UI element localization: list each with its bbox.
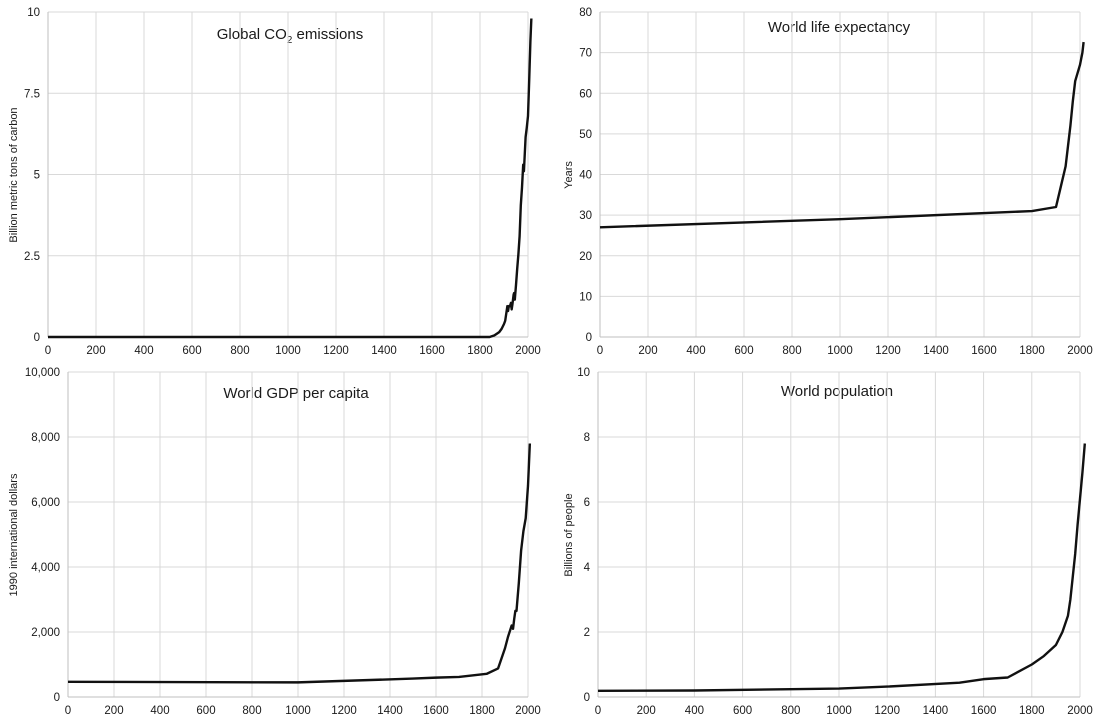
x-tick-label: 1800 bbox=[469, 705, 495, 717]
chart-title-life-expectancy: World life expectancy bbox=[768, 19, 911, 36]
y-tick-label: 30 bbox=[579, 210, 592, 222]
x-tick-label: 0 bbox=[595, 705, 601, 717]
y-tick-label: 20 bbox=[579, 251, 592, 263]
x-tick-label: 200 bbox=[638, 345, 657, 357]
x-tick-label: 200 bbox=[86, 345, 105, 357]
series-line-life-expectancy bbox=[599, 41, 1085, 229]
x-tick-label: 600 bbox=[196, 705, 215, 717]
x-tick-label: 1600 bbox=[419, 345, 445, 357]
y-axis-label-co2: Billion metric tons of carbon bbox=[8, 107, 20, 242]
series-line-gdp-per-capita bbox=[67, 443, 532, 684]
x-tick-label: 1400 bbox=[923, 705, 949, 717]
plot-area-population: 0 200 400 600 800 1000 1200 1400 1600 1800 2000 0 2 4… bbox=[577, 367, 1093, 717]
y-tick-label: 10,000 bbox=[25, 367, 60, 379]
plot-area-co2: 0 200 400 600 800 1000 1200 1400 1600 1800 2000 0 2.… bbox=[24, 7, 541, 357]
x-tick-label: 200 bbox=[104, 705, 123, 717]
y-axis-label-population: Billions of people bbox=[563, 493, 575, 576]
x-tick-label: 1400 bbox=[923, 345, 949, 357]
y-tick-label: 2.5 bbox=[24, 251, 40, 263]
x-tick-label: 1200 bbox=[323, 345, 349, 357]
y-tick-label: 0 bbox=[34, 332, 40, 344]
y-tick-label: 70 bbox=[579, 48, 592, 60]
x-tick-label: 200 bbox=[637, 705, 656, 717]
x-tick-label: 1600 bbox=[971, 705, 997, 717]
x-tick-label: 800 bbox=[230, 345, 249, 357]
x-tick-label: 800 bbox=[782, 345, 801, 357]
y-tick-label: 0 bbox=[586, 332, 592, 344]
chart-panel-gdp-per-capita: World GDP per capita 1990 international … bbox=[8, 385, 369, 596]
x-tick-label: 400 bbox=[685, 705, 704, 717]
x-tick-label: 1200 bbox=[875, 345, 901, 357]
y-tick-label: 8,000 bbox=[31, 432, 60, 444]
x-tick-label: 1800 bbox=[1019, 705, 1045, 717]
chart-title-co2: Global CO2 emissions bbox=[217, 26, 363, 46]
y-tick-label: 6,000 bbox=[31, 497, 60, 509]
x-tick-label: 800 bbox=[781, 705, 800, 717]
y-tick-label: 10 bbox=[577, 367, 590, 379]
y-tick-label: 4,000 bbox=[31, 562, 60, 574]
y-tick-label: 10 bbox=[579, 291, 592, 303]
y-tick-label: 4 bbox=[584, 562, 591, 574]
series-line-population bbox=[597, 443, 1087, 693]
y-tick-label: 6 bbox=[584, 497, 590, 509]
y-tick-label: 2 bbox=[584, 627, 590, 639]
x-tick-label: 1600 bbox=[423, 705, 449, 717]
x-tick-label: 600 bbox=[733, 705, 752, 717]
y-tick-label: 5 bbox=[34, 170, 40, 182]
y-tick-label: 60 bbox=[579, 88, 592, 100]
x-tick-label: 600 bbox=[734, 345, 753, 357]
y-tick-label: 0 bbox=[54, 692, 60, 704]
y-axis-label-life-expectancy: Years bbox=[563, 161, 575, 189]
chart-panel-life-expectancy: World life expectancy Years bbox=[563, 19, 911, 189]
x-tick-label: 1800 bbox=[1019, 345, 1045, 357]
x-tick-label: 1200 bbox=[874, 705, 900, 717]
x-tick-label: 1000 bbox=[275, 345, 301, 357]
x-tick-label: 1400 bbox=[377, 705, 403, 717]
x-tick-label: 600 bbox=[182, 345, 201, 357]
x-tick-label: 400 bbox=[686, 345, 705, 357]
y-tick-label: 7.5 bbox=[24, 88, 40, 100]
y-tick-label: 50 bbox=[579, 129, 592, 141]
y-tick-label: 80 bbox=[579, 7, 592, 19]
chart-title-gdp-per-capita: World GDP per capita bbox=[223, 385, 369, 402]
x-tick-label: 1600 bbox=[971, 345, 997, 357]
x-tick-label: 0 bbox=[45, 345, 51, 357]
x-tick-label: 1000 bbox=[826, 705, 852, 717]
x-tick-label: 1000 bbox=[827, 345, 853, 357]
x-tick-label: 2000 bbox=[515, 705, 541, 717]
x-tick-label: 1400 bbox=[371, 345, 397, 357]
x-tick-label: 1200 bbox=[331, 705, 357, 717]
series-line-co2 bbox=[48, 18, 533, 339]
x-tick-label: 0 bbox=[65, 705, 71, 717]
chart-panel-co2-emissions: Global CO2 emissions Billion metric tons… bbox=[8, 26, 363, 243]
x-tick-label: 800 bbox=[242, 705, 261, 717]
y-tick-label: 0 bbox=[584, 692, 590, 704]
x-tick-label: 2000 bbox=[1067, 345, 1093, 357]
y-tick-label: 40 bbox=[579, 170, 592, 182]
chart-panel-population: World population Billions of people bbox=[563, 383, 893, 577]
x-tick-label: 2000 bbox=[1067, 705, 1093, 717]
x-tick-label: 1800 bbox=[467, 345, 493, 357]
y-tick-label: 2,000 bbox=[31, 627, 60, 639]
y-tick-label: 8 bbox=[584, 432, 590, 444]
x-tick-label: 400 bbox=[134, 345, 153, 357]
x-tick-label: 0 bbox=[597, 345, 603, 357]
x-tick-label: 1000 bbox=[285, 705, 311, 717]
chart-title-population: World population bbox=[781, 383, 893, 400]
x-tick-label: 400 bbox=[150, 705, 169, 717]
y-tick-label: 10 bbox=[27, 7, 40, 19]
x-tick-label: 2000 bbox=[515, 345, 541, 357]
plot-area-gdp-per-capita: 0 200 400 600 800 1000 1200 1400 1600 1800 2000 0 2,… bbox=[25, 367, 541, 717]
plot-area-life-expectancy: 0 200 400 600 800 1000 1200 1400 1600 1800 2000 0 10… bbox=[579, 7, 1093, 357]
y-axis-label-gdp-per-capita: 1990 international dollars bbox=[8, 473, 20, 596]
